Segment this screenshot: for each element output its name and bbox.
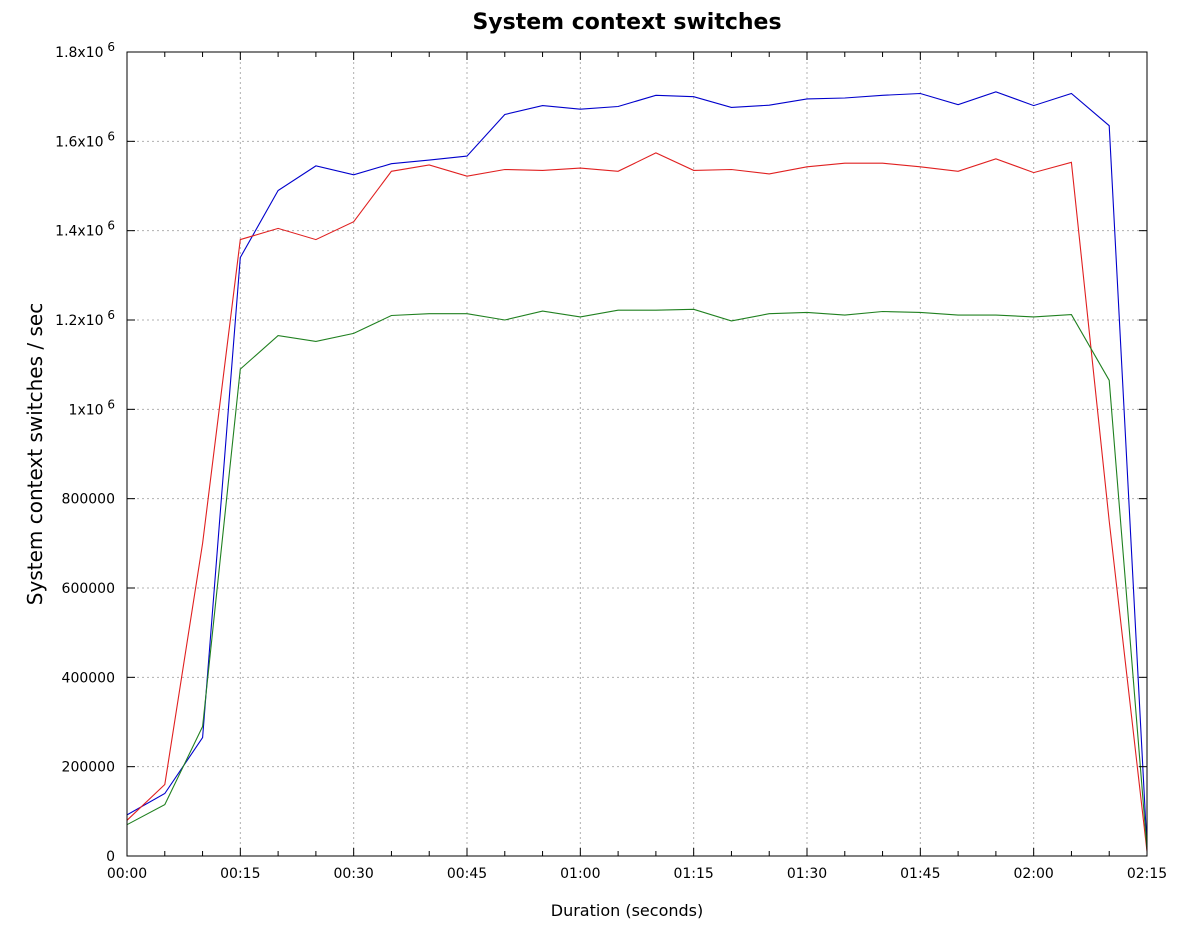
grid-lines: [127, 52, 1147, 856]
y-tick-label: 800000: [62, 492, 115, 508]
y-tick-label: 1.2x10 6: [55, 308, 115, 329]
y-tick-label: 0: [106, 849, 115, 865]
x-tick-label: 00:00: [107, 866, 147, 882]
y-tick-label: 400000: [62, 670, 115, 686]
series-line-green: [126, 308, 1148, 850]
y-tick-label: 1.4x10 6: [55, 219, 115, 240]
y-tick-label: 1.8x10 6: [55, 40, 115, 61]
axis-ticks: 0 200000 400000 600000 800000 1x10 6 1.2x10 6 1…: [55, 40, 1167, 882]
x-tick-label: 02:00: [1013, 866, 1053, 882]
x-tick-label: 01:45: [900, 866, 940, 882]
x-tick-label: 00:30: [333, 866, 373, 882]
data-series: [126, 91, 1148, 852]
series-line-blue: [126, 91, 1148, 848]
x-axis-label: Duration (seconds): [550, 901, 704, 920]
x-tick-label: 01:00: [560, 866, 600, 882]
y-tick-label: 1x10 6: [69, 397, 115, 418]
x-tick-label: 00:45: [447, 866, 487, 882]
chart-title: System context switches: [472, 10, 782, 35]
y-tick-label: 600000: [62, 581, 115, 597]
x-tick-label: 02:15: [1127, 866, 1167, 882]
series-line-red: [126, 152, 1148, 852]
x-tick-label: 00:15: [220, 866, 260, 882]
x-tick-label: 01:30: [787, 866, 827, 882]
plot-frame: [126, 51, 1148, 857]
y-tick-label: 200000: [62, 760, 115, 776]
y-tick-label: 1.6x10 6: [55, 129, 115, 150]
x-tick-label: 01:15: [673, 866, 713, 882]
